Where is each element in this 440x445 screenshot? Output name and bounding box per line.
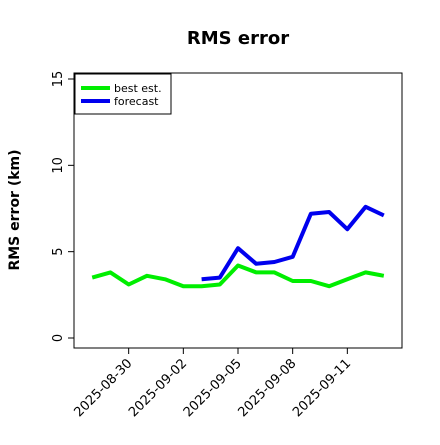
legend-box	[74, 73, 172, 115]
x-axis: 2025-08-302025-09-022025-09-052025-09-08…	[71, 348, 354, 420]
legend-label-forecast: forecast	[114, 95, 159, 108]
y-axis-label: RMS error (km)	[7, 149, 23, 270]
x-tick-label: 2025-09-11	[290, 356, 354, 420]
chart-title: RMS error	[187, 28, 289, 49]
y-tick-label: 10	[51, 157, 66, 174]
y-tick-label: 0	[51, 334, 66, 342]
y-tick-label: 5	[51, 248, 66, 256]
legend: best est. forecast	[74, 73, 172, 115]
series-layer	[91, 204, 385, 289]
y-axis: 0 5 10 15	[51, 71, 74, 342]
series-line-forecast	[201, 204, 385, 282]
series-line-best-est	[91, 263, 385, 289]
y-tick-label: 15	[51, 71, 66, 88]
legend-label-best-est: best est.	[114, 82, 162, 95]
